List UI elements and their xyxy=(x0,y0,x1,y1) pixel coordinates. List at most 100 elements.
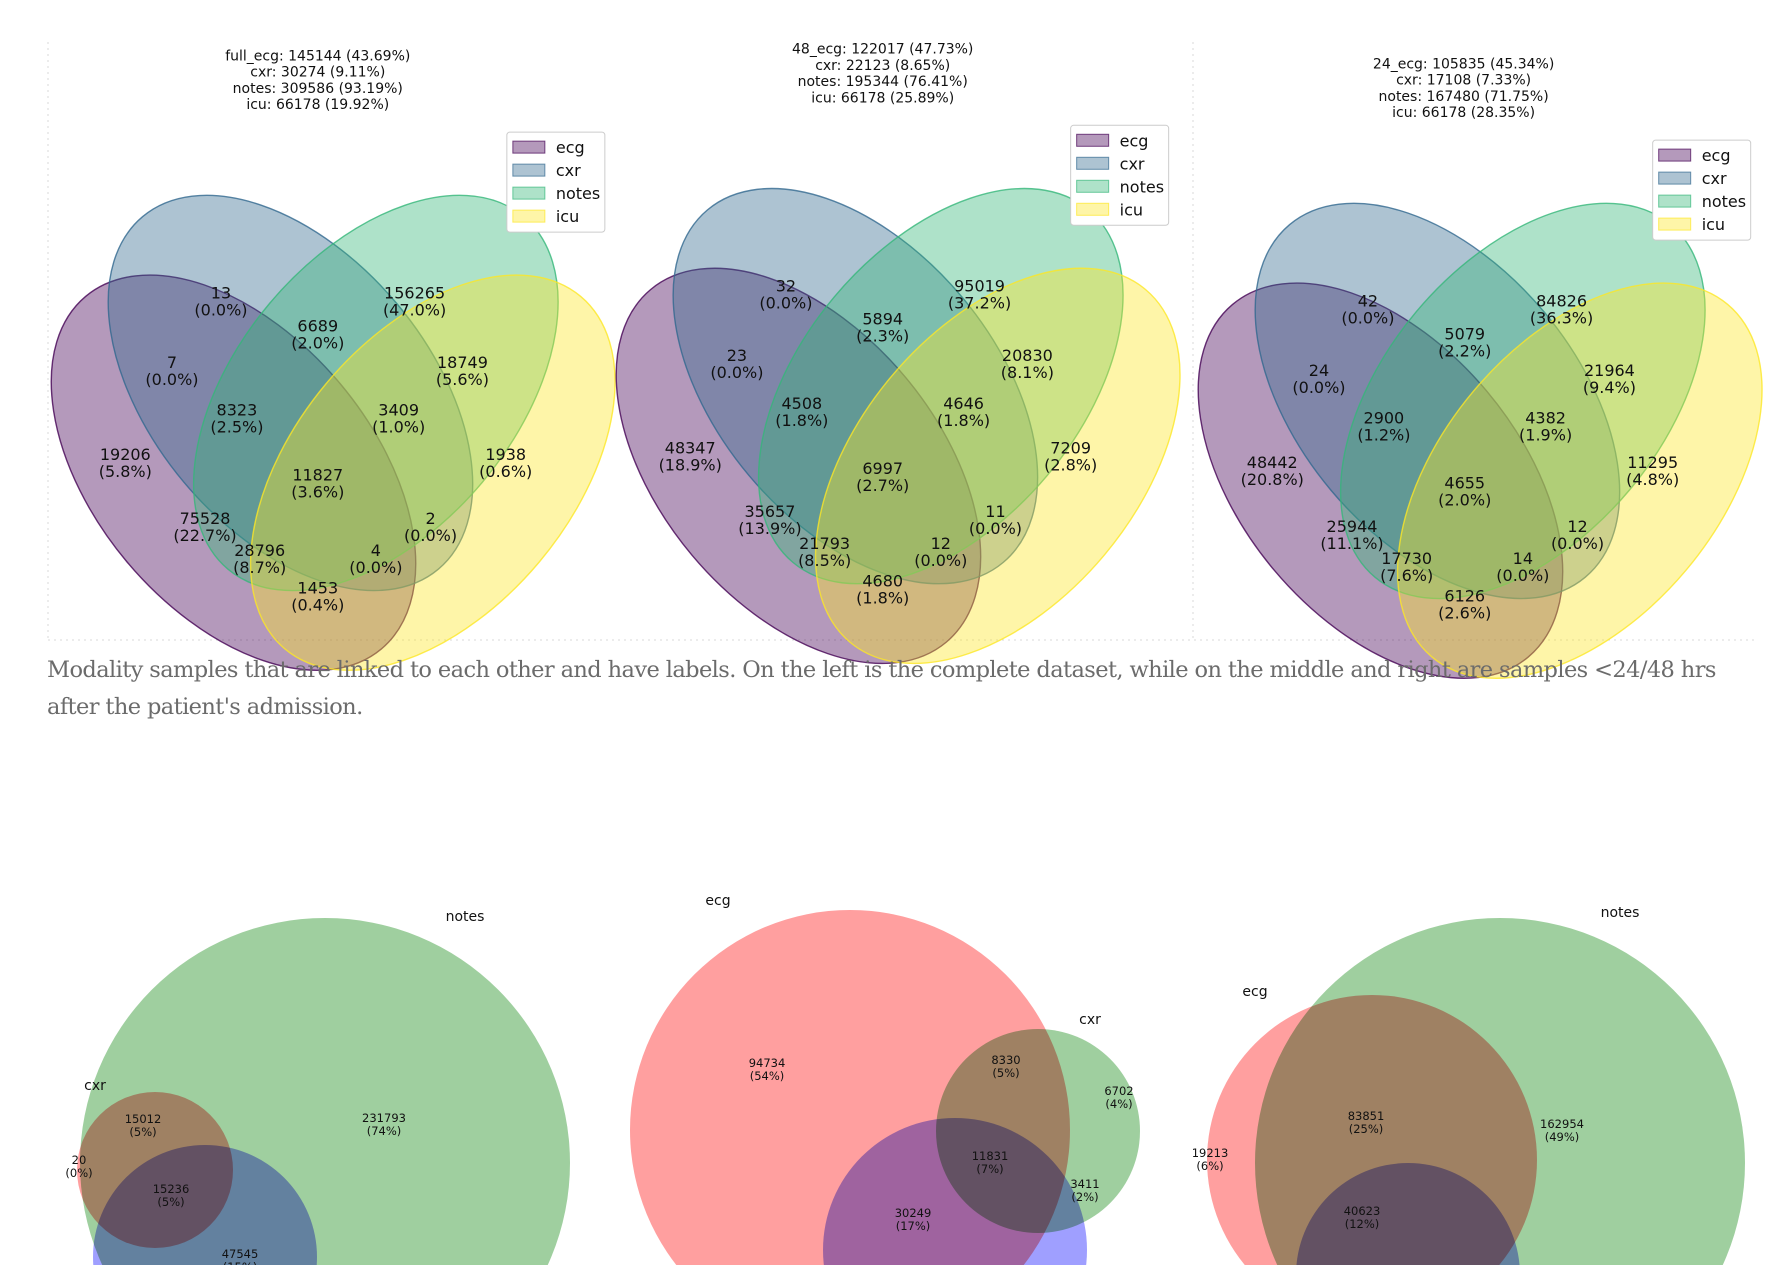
legend-swatch-notes xyxy=(1658,194,1692,208)
region-percent: (1.8%) xyxy=(775,411,828,430)
region-count: 3411 xyxy=(1070,1177,1099,1191)
region-count: 11827 xyxy=(292,466,343,485)
region-count: 1453 xyxy=(297,578,338,597)
panel-title-line: cxr: 22123 (8.65%) xyxy=(815,58,950,74)
legend-swatch-notes xyxy=(512,186,546,200)
panel-title-line: notes: 309586 (93.19%) xyxy=(233,81,403,97)
region-count: 19213 xyxy=(1192,1146,1229,1160)
region-count: 75528 xyxy=(180,509,231,528)
region-count: 32 xyxy=(776,277,796,296)
region-count: 6126 xyxy=(1444,586,1485,605)
region-percent: (0.0%) xyxy=(349,558,402,577)
region-count: 83851 xyxy=(1348,1109,1385,1123)
region-percent: (7.6%) xyxy=(1380,566,1433,585)
legend-label-icu: icu xyxy=(1702,215,1725,234)
region-count: 4 xyxy=(371,541,381,560)
region-count: 95019 xyxy=(954,277,1005,296)
region-percent: (5%) xyxy=(992,1066,1019,1080)
region-count: 18749 xyxy=(437,353,488,372)
region-count: 20830 xyxy=(1002,346,1053,365)
set-circle-other xyxy=(93,1145,317,1265)
region-count: 5894 xyxy=(862,310,903,329)
region-count: 30249 xyxy=(895,1206,932,1220)
region-percent: (2.6%) xyxy=(1438,603,1491,622)
region-percent: (0.6%) xyxy=(479,462,532,481)
region-count: 24 xyxy=(1309,361,1329,380)
region-percent: (1.8%) xyxy=(937,411,990,430)
region-count: 15012 xyxy=(125,1112,162,1126)
region-percent: (8.1%) xyxy=(1001,363,1054,382)
set-ellipse-ecg xyxy=(50,274,417,671)
region-count: 8330 xyxy=(991,1053,1020,1067)
region-count: 5079 xyxy=(1444,324,1485,343)
region-percent: (18.9%) xyxy=(659,455,722,474)
region-percent: (8.7%) xyxy=(233,558,286,577)
region-percent: (9.4%) xyxy=(1583,378,1636,397)
region-percent: (0.0%) xyxy=(1341,308,1394,327)
region-count: 14 xyxy=(1513,549,1533,568)
panel-title-line: notes: 167480 (71.75%) xyxy=(1379,89,1549,105)
panel-title-line: icu: 66178 (19.92%) xyxy=(246,97,389,113)
panel-title-line: icu: 66178 (28.35%) xyxy=(1392,105,1535,121)
set-ellipse-icu xyxy=(1396,282,1763,679)
region-percent: (0.4%) xyxy=(291,595,344,614)
region-percent: (1.2%) xyxy=(1357,426,1410,445)
set-ellipse-ecg xyxy=(615,267,982,665)
legend-label-ecg: ecg xyxy=(1120,131,1149,150)
region-percent: (12%) xyxy=(1345,1217,1380,1231)
set-ellipse-icu xyxy=(814,267,1181,665)
region-count: 42 xyxy=(1358,291,1378,310)
region-count: 47545 xyxy=(222,1247,259,1261)
region-percent: (0%) xyxy=(65,1166,92,1180)
legend-swatch-notes xyxy=(1076,179,1110,193)
region-count: 23 xyxy=(727,346,747,365)
legend-swatch-cxr xyxy=(512,163,546,177)
region-count: 15236 xyxy=(153,1182,190,1196)
region-percent: (2.7%) xyxy=(856,476,909,495)
region-percent: (0.0%) xyxy=(969,519,1022,538)
set-circle-other xyxy=(823,1118,1087,1265)
legend-swatch-ecg xyxy=(1658,148,1692,162)
region-percent: (0.0%) xyxy=(404,526,457,545)
legend-label-notes: notes xyxy=(1120,177,1164,196)
region-percent: (0.0%) xyxy=(1292,378,1345,397)
panel-title-line: cxr: 30274 (9.11%) xyxy=(250,65,385,81)
region-count: 8323 xyxy=(217,401,258,420)
set-label: ecg xyxy=(1242,984,1267,1000)
legend-label-ecg: ecg xyxy=(1702,146,1731,165)
legend-box xyxy=(1652,139,1752,241)
region-percent: (4.8%) xyxy=(1626,470,1679,489)
region-percent: (0.0%) xyxy=(194,300,247,319)
region-percent: (8.5%) xyxy=(798,551,851,570)
set-ellipse-icu xyxy=(249,274,616,671)
region-percent: (5.6%) xyxy=(436,370,489,389)
region-percent: (22.7%) xyxy=(173,526,236,545)
region-count: 84826 xyxy=(1536,291,1587,310)
region-percent: (2.2%) xyxy=(1438,341,1491,360)
venn4-panel-full: full_ecg: 145144 (43.69%)cxr: 30274 (9.1… xyxy=(50,48,616,671)
region-percent: (2.8%) xyxy=(1044,455,1097,474)
region-count: 40623 xyxy=(1344,1204,1381,1218)
region-percent: (5.8%) xyxy=(99,462,152,481)
region-count: 7209 xyxy=(1050,438,1091,457)
region-count: 2900 xyxy=(1364,409,1405,428)
region-percent: (49%) xyxy=(1545,1130,1580,1144)
region-count: 48347 xyxy=(665,438,716,457)
region-percent: (5%) xyxy=(129,1125,156,1139)
legend-swatch-ecg xyxy=(1076,133,1110,147)
region-count: 162954 xyxy=(1540,1117,1584,1131)
legend-swatch-cxr xyxy=(1658,171,1692,185)
set-ellipse-cxr xyxy=(107,194,474,592)
region-count: 48442 xyxy=(1247,453,1298,472)
region-count: 4655 xyxy=(1444,474,1485,493)
set-label: notes xyxy=(1601,905,1640,921)
legend-box xyxy=(1070,124,1170,226)
region-count: 6689 xyxy=(297,316,338,335)
region-percent: (1.0%) xyxy=(372,418,425,437)
panel-title-line: notes: 195344 (76.41%) xyxy=(798,74,968,90)
legend-label-icu: icu xyxy=(1120,200,1143,219)
region-percent: (0.0%) xyxy=(914,551,967,570)
legend-label-cxr: cxr xyxy=(1702,169,1727,188)
set-ellipse-cxr xyxy=(672,187,1039,585)
